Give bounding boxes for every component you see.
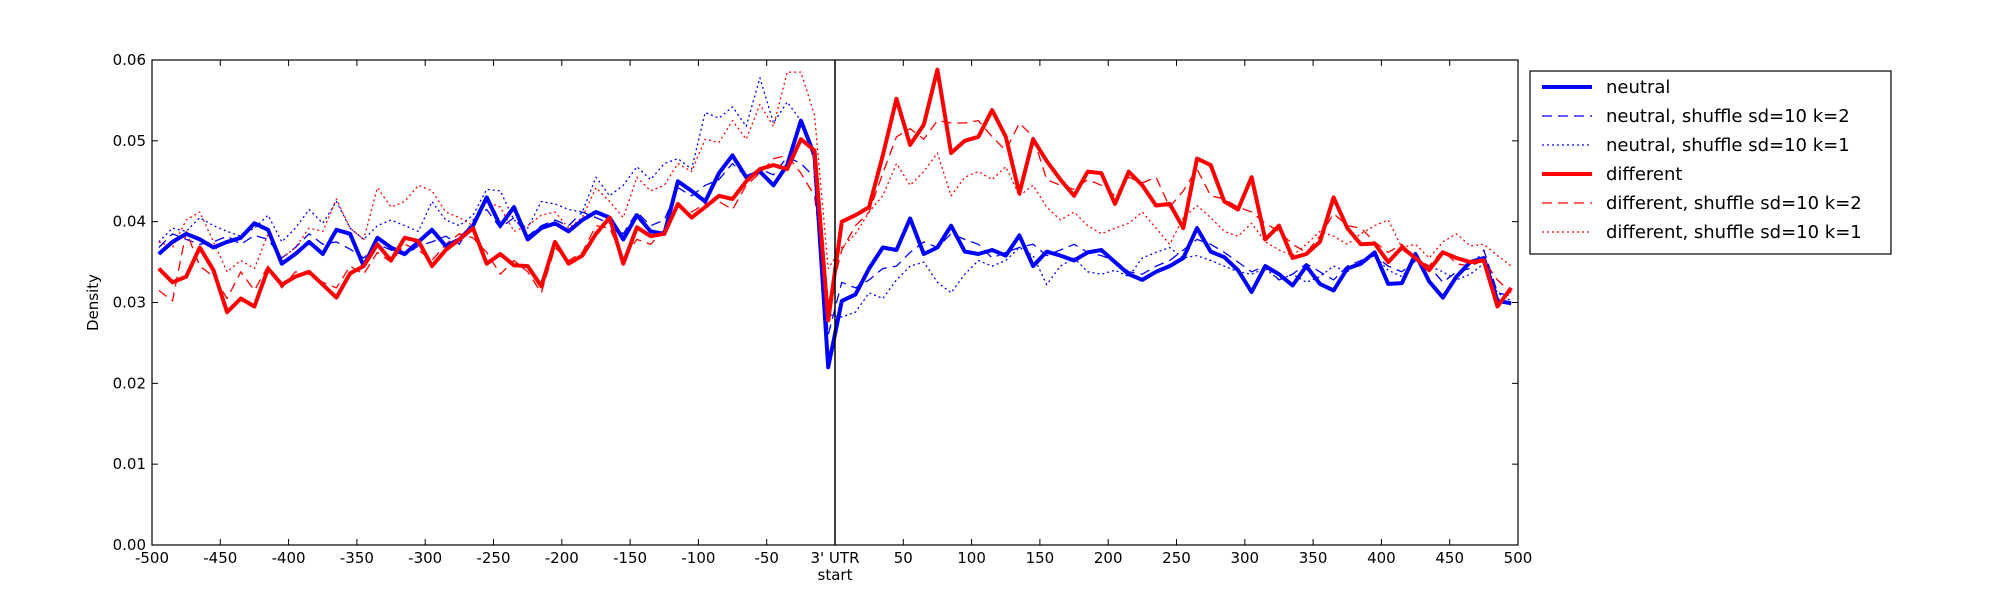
x-tick-label: 50 bbox=[894, 549, 913, 567]
y-axis: 0.00 0.01 0.02 0.03 0.04 0.05 0.06 bbox=[113, 51, 1518, 554]
x-axis-label: start bbox=[818, 566, 853, 584]
x-tick-label: 100 bbox=[957, 549, 986, 567]
x-tick-label: -300 bbox=[408, 549, 442, 567]
legend-label: different bbox=[1606, 164, 1682, 185]
y-axis-label: Density bbox=[84, 274, 102, 331]
y-tick-label: 0.05 bbox=[113, 132, 146, 150]
x-tick-label: -50 bbox=[754, 549, 779, 567]
x-tick-label: 3' UTR bbox=[811, 549, 860, 567]
y-tick-label: 0.04 bbox=[113, 213, 146, 231]
legend-box bbox=[1529, 70, 1892, 255]
x-tick-label: 250 bbox=[1162, 549, 1191, 567]
x-tick-label: 300 bbox=[1230, 549, 1259, 567]
x-axis: -500 -450 -400 -350 -300 -250 -200 -150 -100 -50 3… bbox=[135, 60, 1532, 567]
legend-label: neutral bbox=[1606, 77, 1670, 98]
x-tick-label: 400 bbox=[1367, 549, 1396, 567]
legend-label: different, shuffle sd=10 k=2 bbox=[1606, 193, 1862, 214]
x-tick-label: -200 bbox=[545, 549, 579, 567]
x-tick-label: -450 bbox=[203, 549, 237, 567]
y-tick-label: 0.03 bbox=[113, 294, 146, 312]
x-tick-label: -150 bbox=[613, 549, 647, 567]
series-line-different-shuffle-sd-10-k-1 bbox=[158, 71, 1512, 273]
y-tick-label: 0.06 bbox=[113, 51, 146, 69]
x-tick-label: -400 bbox=[272, 549, 306, 567]
legend: neutral neutral, shuffle sd=10 k=2 neutral… bbox=[1529, 70, 1892, 255]
x-tick-label: -100 bbox=[681, 549, 715, 567]
y-tick-label: 0.00 bbox=[113, 536, 146, 554]
y-tick-label: 0.01 bbox=[113, 455, 146, 473]
x-tick-label: -250 bbox=[476, 549, 510, 567]
legend-label: different, shuffle sd=10 k=1 bbox=[1606, 222, 1862, 243]
x-tick-label: 200 bbox=[1094, 549, 1123, 567]
legend-label: neutral, shuffle sd=10 k=1 bbox=[1606, 135, 1850, 156]
series-line-neutral-shuffle-sd-10-k-2 bbox=[158, 156, 1512, 336]
x-tick-label: 350 bbox=[1299, 549, 1328, 567]
x-tick-label: 150 bbox=[1026, 549, 1055, 567]
x-tick-label: -500 bbox=[135, 549, 169, 567]
x-tick-label: -350 bbox=[340, 549, 374, 567]
y-tick-label: 0.02 bbox=[113, 374, 146, 392]
x-tick-label: 500 bbox=[1504, 549, 1533, 567]
legend-label: neutral, shuffle sd=10 k=2 bbox=[1606, 106, 1850, 127]
x-tick-label: 450 bbox=[1435, 549, 1464, 567]
